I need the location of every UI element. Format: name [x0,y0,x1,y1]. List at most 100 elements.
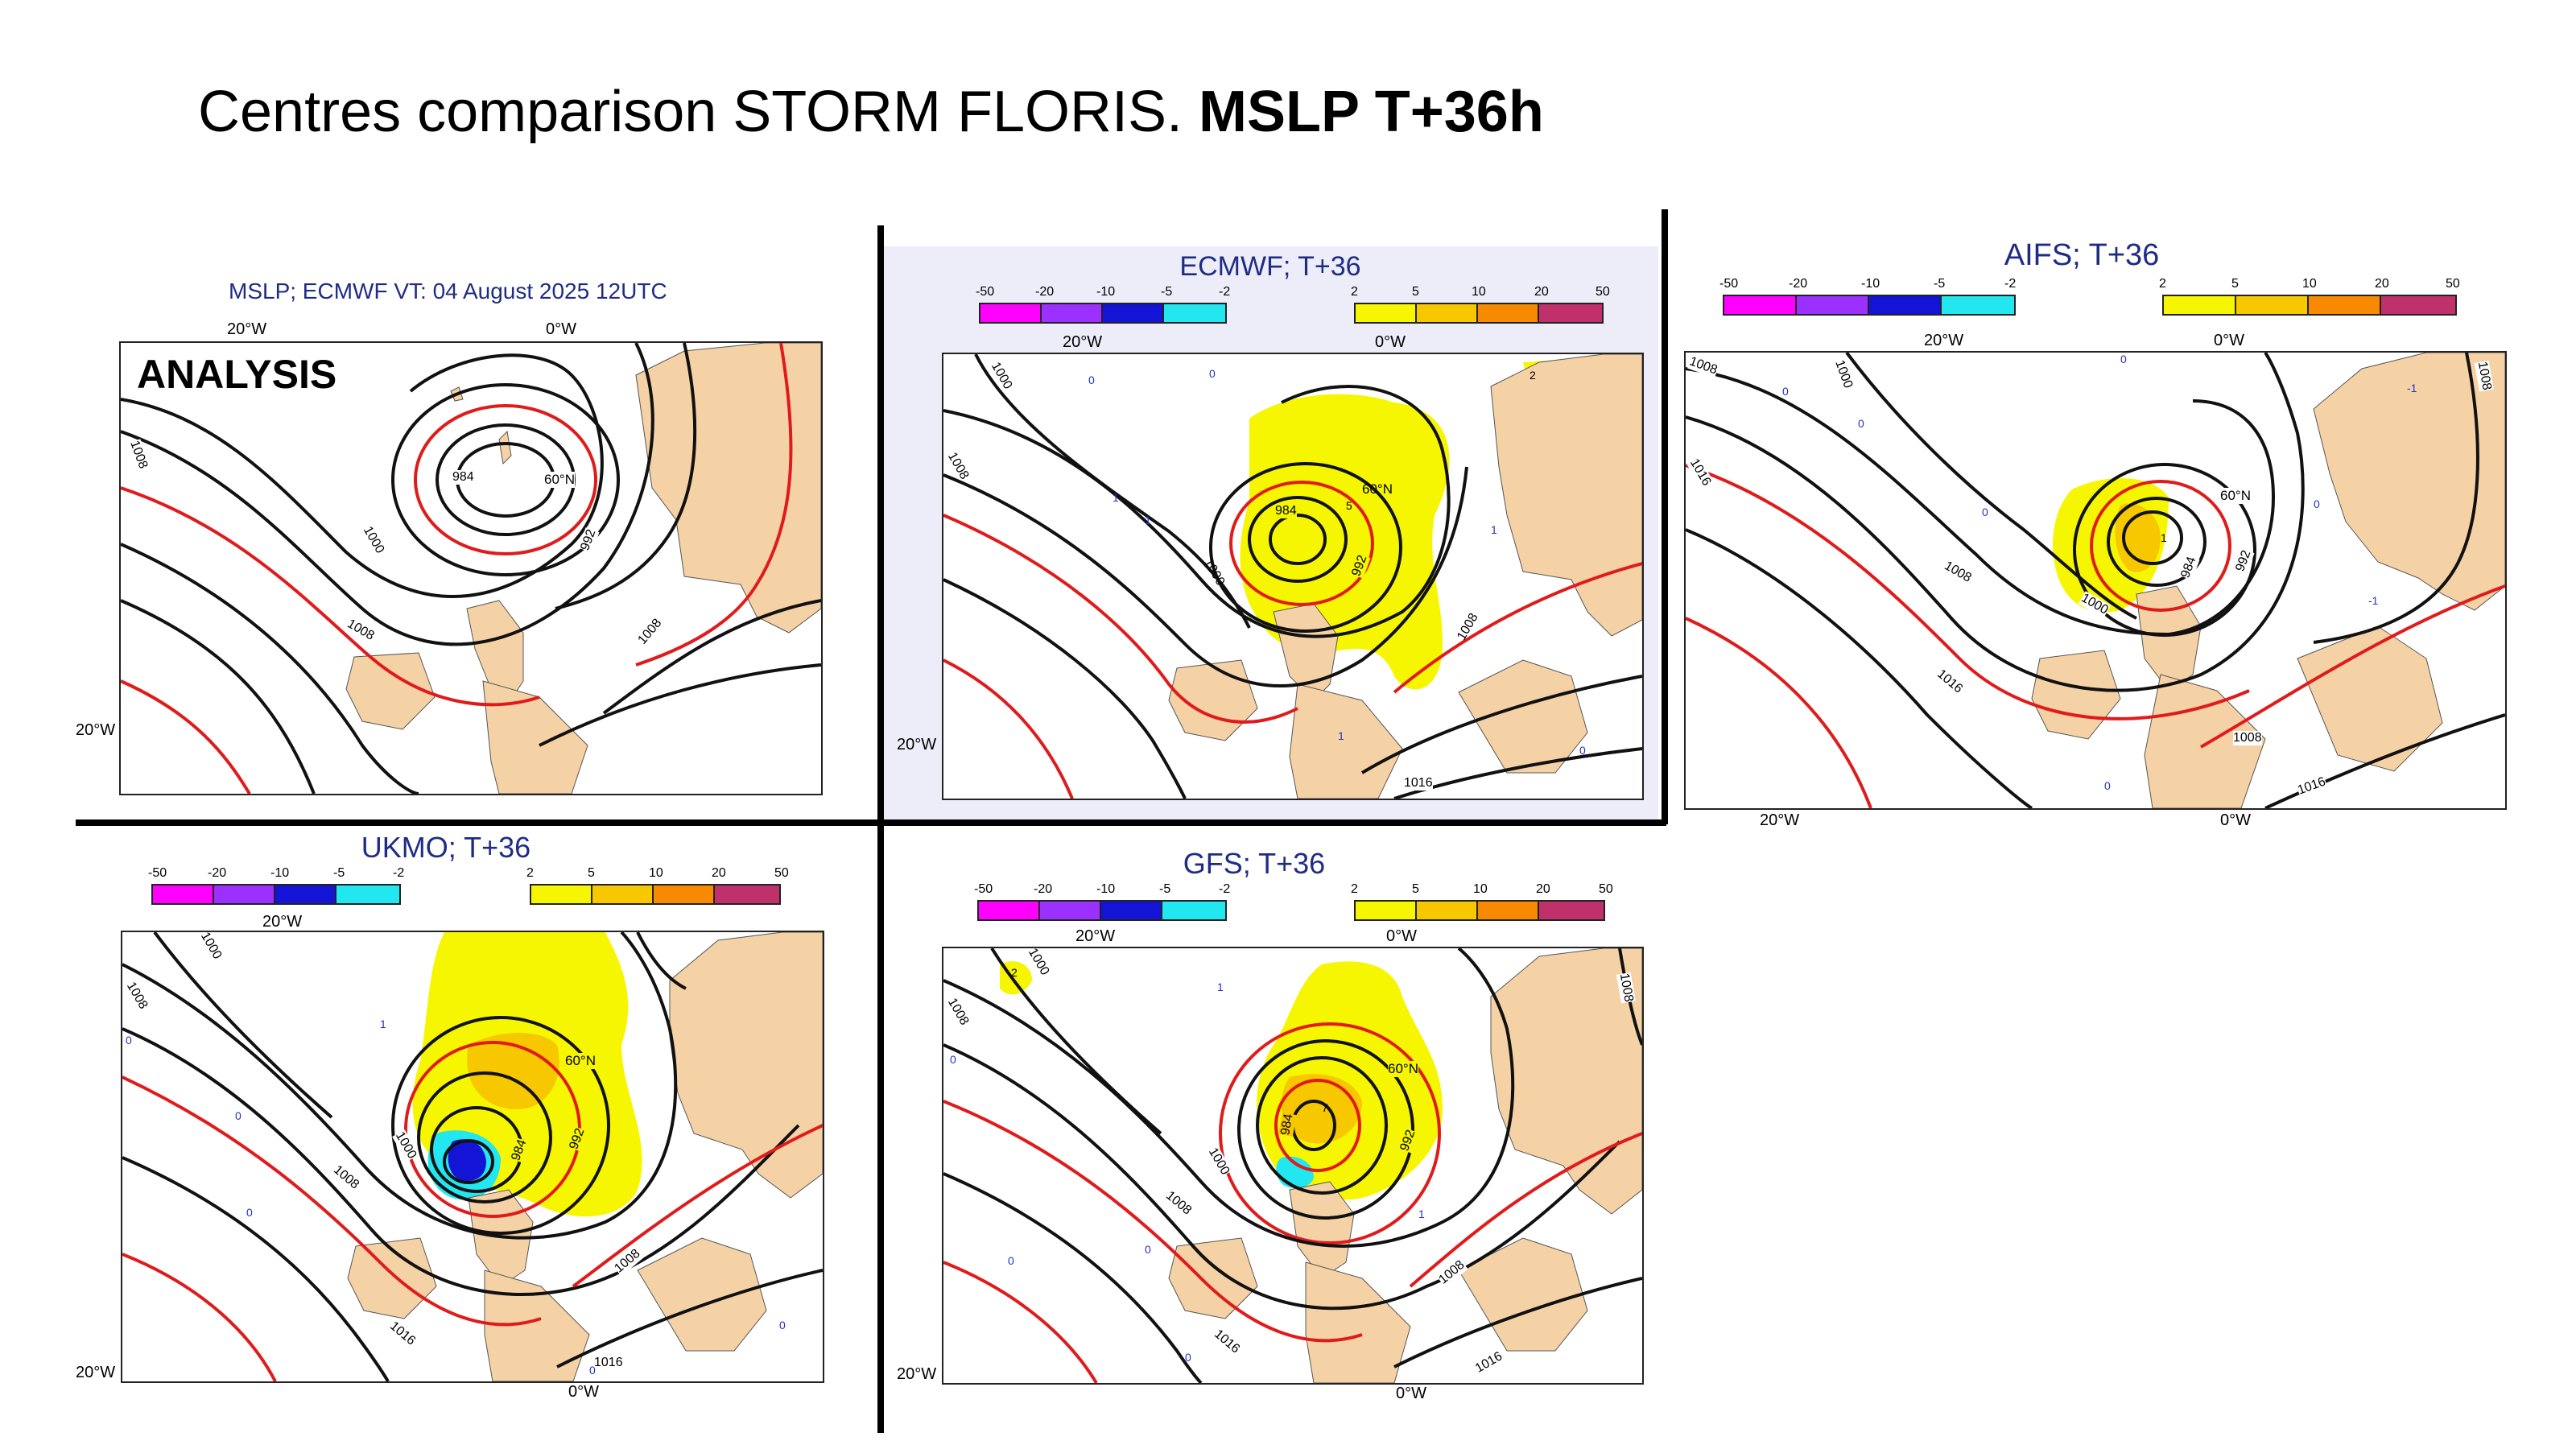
isobar-ring [1209,462,1402,633]
scale-tick: 20 [1536,882,1550,896]
land-denmark [1458,659,1588,774]
divider-horizontal [76,819,1666,826]
scale-tick: 5 [1412,882,1419,896]
diff-label: 0 [1185,1351,1191,1364]
panel-title: MSLP; ECMWF VT: 04 August 2025 12UTC [229,279,667,303]
isobar-label: 1008 [2233,731,2262,745]
isobar-line [943,658,1074,799]
scale-swatch [1161,900,1227,921]
isobar-label: 984 [1275,504,1297,518]
diff-label: 1 [2161,531,2167,544]
scale-tick: 50 [2446,277,2460,291]
diff-label: 1 [1338,729,1344,742]
scale-tick: -5 [1934,277,1946,291]
scale-tick: -50 [148,866,167,880]
diff-label: 0 [1982,506,1988,518]
scale-swatch [1476,900,1539,921]
land-ireland [347,1237,437,1319]
scale-tick: -20 [1035,285,1055,299]
isobar-line [1686,617,1872,808]
scale-tick: -5 [333,866,345,880]
scale-swatch [979,303,1042,324]
isobar-ring [1229,481,1374,606]
scale-tick: 10 [649,866,663,880]
lon-label: 0°W [1386,927,1417,945]
diff-label: 1 [1113,491,1119,504]
isobar-line [1686,464,2250,720]
scale-tick: 2 [1351,882,1358,896]
isobar-ring [2090,480,2231,612]
divider-vertical-right [1662,209,1668,824]
scale-swatch [1101,303,1164,324]
isobar-line [122,1156,390,1381]
isobar-ring [1269,514,1327,565]
scale-tick: 20 [2375,277,2389,291]
isobar-line [1686,353,2305,692]
scale-tick: -20 [208,866,227,880]
land-england [484,1269,590,1381]
lat-edge-label: 20°W [897,736,937,753]
lat-edge-label: 20°W [76,1364,116,1381]
scale-swatch [1100,900,1162,921]
map-canvas [121,343,821,794]
land-england [1289,683,1403,799]
color-scale-negative: -50 -20 -10 -5 -2 [148,866,404,905]
isobar-ring [391,383,620,576]
scale-tick: -2 [1219,285,1231,299]
panel-analysis: MSLP; ECMWF VT: 04 August 2025 12UTC 20°… [76,266,848,797]
scale-tick: 50 [1599,882,1613,896]
map-canvas [1686,353,2505,808]
diff-label: 0 [1008,1254,1014,1267]
diff-label: 1 [380,1018,386,1030]
isobar-label: 1016 [594,1356,623,1370]
isobar-ring [1248,496,1348,583]
diff-area-gold [467,1033,559,1109]
isobar-line [1686,367,2276,637]
land-shetland [498,430,512,465]
color-scale-positive: 2 5 10 20 50 [1351,882,1613,921]
scale-tick: -10 [270,866,290,880]
diff-label: 2 [1011,966,1018,979]
diff-label: 0 [2120,353,2127,365]
isobar-line [974,354,1251,629]
isobar-line [1393,1277,1642,1368]
scale-swatch [1415,900,1478,921]
slide-title-prefix: Centres comparison STORM FLORIS. [198,80,1199,144]
isobar-line [1618,948,1642,1046]
diff-label: 1 [1418,1208,1425,1220]
land-denmark [1458,1237,1588,1352]
isobar-line [2264,713,2505,808]
isobar-line [943,1100,1363,1343]
panel-ecmwf: ECMWF; T+36 -50 -20 -10 -5 -2 2 5 10 20 … [884,250,1658,813]
scale-tick: -50 [976,285,995,299]
map-canvas [943,354,1642,799]
scale-swatch [335,884,401,905]
isobar-line [121,599,316,794]
panel-title: AIFS; T+36 [2004,238,2160,272]
scale-tick: 20 [712,866,726,880]
diff-label: 1 [1491,523,1497,536]
diff-label: -1 [2407,382,2417,394]
scale-tick: -2 [1219,882,1231,896]
ecmwf-map: 1000 1008 1000 984 992 1008 1016 60°N 0 … [942,353,1644,800]
lon-label: 20°W [1075,927,1116,945]
diff-label: 0 [1579,744,1586,757]
land-denmark [637,1237,767,1352]
scale-tick: -10 [1861,277,1880,291]
diff-label: 0 [1782,385,1789,398]
isobar-line [153,932,333,1119]
scale-tick: 10 [1472,285,1486,299]
isobar-line [122,1027,800,1296]
lon-label: 0°W [1396,1385,1426,1402]
diff-label: 0 [589,1364,596,1377]
scale-tick: 5 [2231,277,2239,291]
color-scale-negative: -50 -20 -10 -5 -2 [976,285,1231,324]
scale-tick: -20 [1789,277,1808,291]
panel-title: GFS; T+36 [1183,847,1326,880]
scale-tick: -10 [1096,882,1116,896]
map-canvas [943,948,1642,1383]
lat-label: 60°N [2220,488,2251,504]
isobar-line [572,1124,823,1288]
lat-label: 60°N [1388,1061,1418,1077]
isobar-line [121,343,654,646]
